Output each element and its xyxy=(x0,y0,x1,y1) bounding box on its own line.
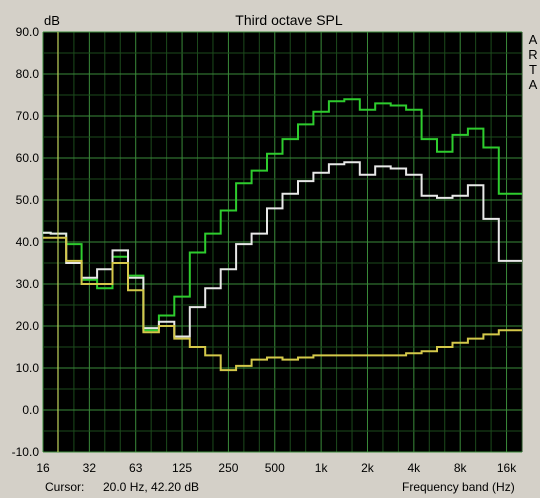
x-tick-label: 250 xyxy=(218,461,238,475)
brand-letter: A xyxy=(529,77,538,92)
y-tick-label: 20.0 xyxy=(16,319,40,333)
x-tick-label: 16 xyxy=(36,461,50,475)
series-line-2 xyxy=(43,161,522,338)
cursor-label: Cursor: xyxy=(45,480,85,494)
chart-title: Third octave SPL xyxy=(235,12,343,28)
x-tick-label: 125 xyxy=(172,461,192,475)
y-tick-label: 60.0 xyxy=(16,151,40,165)
y-axis-label: dB xyxy=(44,13,60,28)
x-tick-label: 500 xyxy=(265,461,285,475)
y-tick-label: 0.0 xyxy=(22,403,39,417)
y-tick-label: -10.0 xyxy=(12,445,40,459)
brand-letter: R xyxy=(528,47,537,62)
y-tick-label: 30.0 xyxy=(16,277,40,291)
x-axis-label: Frequency band (Hz) xyxy=(402,480,515,494)
x-tick-label: 63 xyxy=(129,461,143,475)
x-tick-label: 32 xyxy=(83,461,97,475)
series-line-3 xyxy=(43,236,522,372)
x-tick-label: 2k xyxy=(361,461,375,475)
y-tick-label: 40.0 xyxy=(16,235,40,249)
cursor-readout: 20.0 Hz, 42.20 dB xyxy=(103,480,200,494)
x-tick-label: 4k xyxy=(407,461,421,475)
y-tick-label: 50.0 xyxy=(16,193,40,207)
grid xyxy=(42,31,523,453)
y-tick-label: 70.0 xyxy=(16,109,40,123)
y-tick-label: 10.0 xyxy=(16,361,40,375)
y-tick-label: 80.0 xyxy=(16,67,40,81)
brand-letter: T xyxy=(529,62,537,77)
brand-letter: A xyxy=(529,32,538,47)
y-tick-label: 90.0 xyxy=(16,25,40,39)
y-tick-labels: 90.0 80.0 70.0 60.0 50.0 40.0 30.0 20.0 10.0 0.0 -… xyxy=(12,25,40,459)
series-lines xyxy=(43,98,522,372)
x-tick-label: 1k xyxy=(315,461,329,475)
x-tick-label: 8k xyxy=(454,461,468,475)
x-tick-label: 16k xyxy=(497,461,517,475)
x-tick-labels: 16 32 63 125 250 500 1k 2k 4k 8k 16k xyxy=(36,461,517,475)
series-line-1 xyxy=(43,98,522,332)
